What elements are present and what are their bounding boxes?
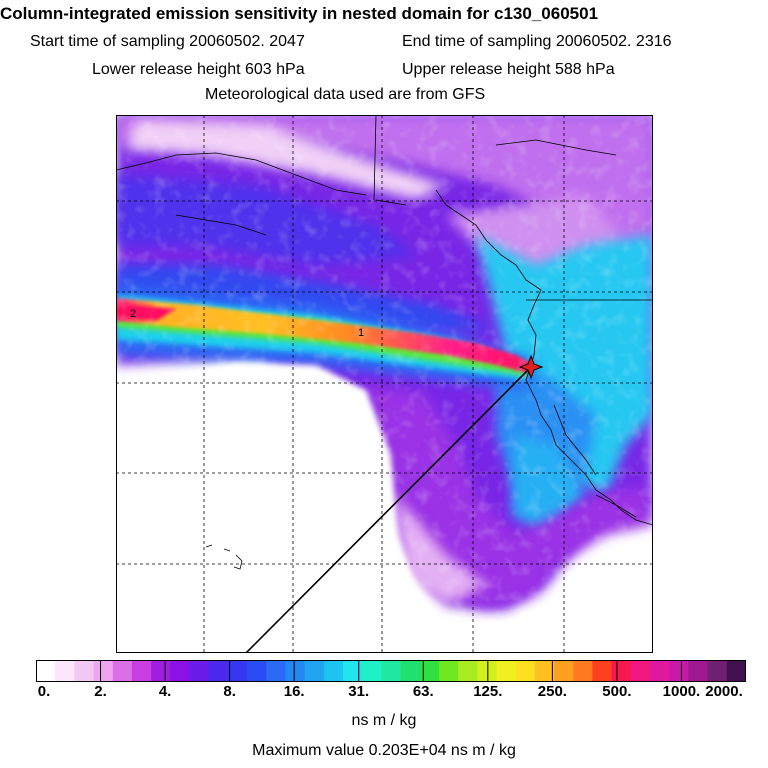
colorbar-segment [131, 660, 152, 682]
colorbar-segment [323, 660, 344, 682]
colorbar-segment [707, 660, 728, 682]
end-time-label: End time of sampling 20060502. 2316 [402, 33, 672, 50]
coastlines [116, 115, 653, 570]
colorbar-segment [227, 660, 248, 682]
colorbar-segment [650, 660, 670, 682]
colorbar-segment [74, 660, 95, 682]
contour-label: 1 [358, 327, 364, 339]
colorbar-segment [438, 660, 459, 682]
colorbar-tick-label: 250. [537, 683, 567, 700]
colorbar-segment [611, 660, 632, 682]
colorbar-tick-label: 63. [412, 683, 434, 700]
colorbar-tick-label: 1000. [662, 683, 701, 700]
colorbar-tick-label: 500. [602, 683, 632, 700]
colorbar [36, 660, 746, 682]
colorbar-segment [247, 660, 267, 682]
sensitivity-field [116, 115, 653, 653]
colorbar-segment [112, 660, 133, 682]
colorbar-segment [400, 660, 421, 682]
maximum-value-label: Maximum value 0.203E+04 ns m / kg [252, 742, 516, 759]
colorbar-segment [170, 660, 191, 682]
colorbar-segment [477, 660, 498, 682]
colorbar-tick-label: 2000. [705, 683, 743, 700]
release-star-icon [518, 354, 544, 380]
colorbar-segment [419, 660, 440, 682]
colorbar-segment [55, 660, 75, 682]
colorbar-units-label: ns m / kg [351, 712, 417, 729]
contour-label: 2 [130, 308, 136, 320]
flight-track-line [245, 366, 532, 653]
colorbar-tick-label: 16. [283, 683, 305, 700]
colorbar-segment [630, 660, 651, 682]
colorbar-segment [343, 660, 363, 682]
colorbar-segment [573, 660, 594, 682]
colorbar-tick-label: 4. [158, 683, 172, 700]
colorbar-tick-label: 125. [473, 683, 503, 700]
colorbar-segment [534, 660, 555, 682]
colorbar-segment [151, 660, 171, 682]
colorbar-segment [189, 660, 210, 682]
colorbar-tick-label: 2. [94, 683, 107, 700]
colorbar-segment [304, 660, 325, 682]
start-time-label: Start time of sampling 20060502. 2047 [30, 33, 305, 50]
map-frame [116, 115, 653, 653]
colorbar-segment [496, 660, 517, 682]
lower-release-height-label: Lower release height 603 hPa [92, 61, 305, 78]
colorbar-segment [36, 660, 56, 682]
colorbar-segment [266, 660, 287, 682]
colorbar-segment [285, 660, 306, 682]
colorbar-segment [726, 660, 746, 682]
colorbar-segment [592, 660, 613, 682]
colorbar-tick-label: 0. [37, 683, 51, 700]
colorbar-segment [381, 660, 402, 682]
colorbar-tick-label: 8. [223, 683, 236, 700]
colorbar-segment [93, 660, 114, 682]
colorbar-tick-label: 31. [348, 683, 370, 700]
colorbar-segment [688, 660, 709, 682]
upper-release-height-label: Upper release height 588 hPa [402, 61, 615, 78]
colorbar-segment [208, 660, 229, 682]
colorbar-segment [554, 660, 574, 682]
colorbar-segment [669, 660, 690, 682]
met-data-label: Meteorological data used are from GFS [205, 86, 486, 103]
colorbar-segment [362, 660, 383, 682]
plot-title: Column-integrated emission sensitivity i… [0, 4, 599, 23]
colorbar-segment [515, 660, 536, 682]
colorbar-segment [458, 660, 478, 682]
colorbar-segments [36, 660, 746, 682]
sensitivity-map: 2 1 [116, 115, 653, 653]
